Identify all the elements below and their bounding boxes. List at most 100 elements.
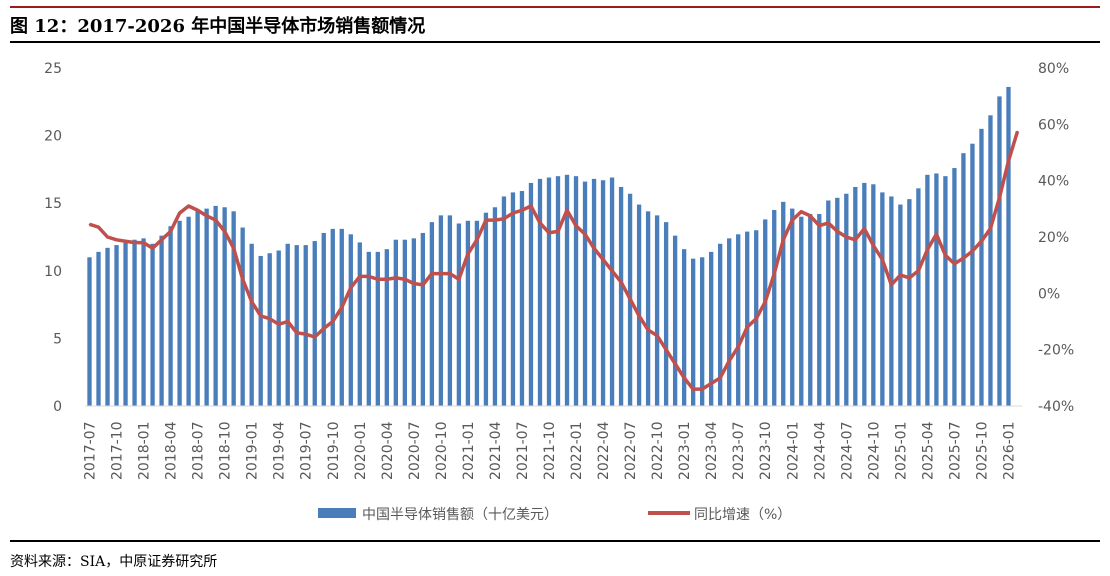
x-tick-label: 2020-07 xyxy=(407,422,423,481)
growth-point-2020-04 xyxy=(386,278,388,281)
growth-point-2021-11 xyxy=(557,230,559,233)
growth-point-2021-12 xyxy=(566,209,568,212)
growth-point-2023-11 xyxy=(773,272,776,275)
bar-2023-07 xyxy=(736,234,741,406)
growth-point-2021-07 xyxy=(521,209,523,212)
bar-2019-03 xyxy=(267,253,272,406)
growth-point-2020-01 xyxy=(358,275,361,278)
growth-point-2020-11 xyxy=(449,272,451,275)
y-axis-right: -40% -20% 0% 20% 40% 60% 80% xyxy=(1038,61,1074,415)
x-tick-label: 2023-01 xyxy=(677,422,693,481)
bar-2019-02 xyxy=(258,255,263,406)
x-tick-label: 2020-10 xyxy=(434,422,450,481)
growth-point-2024-01 xyxy=(791,219,794,221)
y-right-tick-label: -20% xyxy=(1038,343,1074,359)
growth-point-2025-05 xyxy=(935,233,938,235)
growth-point-2018-06 xyxy=(187,205,190,207)
x-tick-label: 2018-01 xyxy=(137,422,153,481)
growth-point-2024-12 xyxy=(890,284,893,286)
growth-point-2024-07 xyxy=(845,236,848,238)
y-right-tick-label: 40% xyxy=(1038,174,1069,190)
x-tick-label: 2017-10 xyxy=(110,422,126,481)
growth-point-2022-02 xyxy=(584,233,586,235)
y-left-tick-label: 15 xyxy=(44,196,62,212)
x-tick-label: 2021-10 xyxy=(542,422,558,481)
x-tick-label: 2021-04 xyxy=(488,421,504,480)
x-tick-label: 2026-01 xyxy=(1001,422,1017,481)
bar-2023-11 xyxy=(772,209,777,406)
figure-title: 图 12：2017-2026 年中国半导体市场销售额情况 xyxy=(10,16,426,37)
x-tick-label: 2021-01 xyxy=(461,421,477,480)
bar-2022-01 xyxy=(573,176,579,406)
bar-2020-05 xyxy=(393,239,398,406)
growth-point-2020-07 xyxy=(413,282,415,285)
growth-point-2019-09 xyxy=(322,327,325,330)
growth-point-2025-12 xyxy=(998,196,1001,199)
growth-point-2023-03 xyxy=(701,388,703,390)
growth-point-2025-02 xyxy=(908,277,911,279)
growth-point-2023-06 xyxy=(728,360,730,362)
legend-label-line: 同比增速（%） xyxy=(694,507,791,523)
bar-2019-12 xyxy=(348,234,353,406)
growth-point-2023-01 xyxy=(683,377,685,379)
growth-point-2019-05 xyxy=(286,320,289,323)
growth-point-2025-01 xyxy=(899,274,902,276)
bar-2026-01 xyxy=(1006,86,1011,406)
growth-point-2022-11 xyxy=(665,348,667,351)
bar-2018-02 xyxy=(150,243,155,406)
bar-2019-07 xyxy=(303,245,308,406)
bar-2025-02 xyxy=(907,199,912,406)
growth-point-2021-06 xyxy=(512,212,514,214)
bar-2017-11 xyxy=(123,242,128,406)
growth-point-2022-04 xyxy=(602,258,604,261)
bar-2019-09 xyxy=(321,232,326,406)
growth-point-2021-03 xyxy=(485,219,487,221)
legend: 中国半导体销售额（十亿美元） 同比增速（%） xyxy=(318,507,791,523)
bar-2024-01 xyxy=(790,208,795,406)
x-tick-label: 2024-04 xyxy=(812,421,828,480)
bar-2023-02 xyxy=(690,258,696,406)
bar-2019-01 xyxy=(249,243,254,406)
bar-2018-10 xyxy=(222,207,227,406)
x-tick-label: 2022-07 xyxy=(623,422,639,481)
bar-2018-04 xyxy=(168,226,173,406)
growth-point-2018-09 xyxy=(214,219,217,221)
x-axis: 2017-07 2017-10 2018-01 2018-04 2018-07 2018-… xyxy=(83,405,1022,481)
growth-point-2026-02 xyxy=(1016,130,1019,133)
x-tick-label: 2025-01 xyxy=(893,422,909,481)
growth-point-2019-12 xyxy=(349,286,352,289)
growth-point-2025-03 xyxy=(917,270,920,272)
x-tick-label: 2019-04 xyxy=(272,421,288,480)
x-tick-label: 2025-07 xyxy=(947,422,963,481)
bar-2021-12 xyxy=(564,174,570,406)
bar-2021-03 xyxy=(483,212,489,406)
growth-point-2019-07 xyxy=(304,333,307,335)
bar-2018-07 xyxy=(195,211,200,406)
x-tick-label: 2021-07 xyxy=(515,422,531,481)
x-tick-label: 2022-10 xyxy=(650,422,666,481)
growth-point-2026-01 xyxy=(1007,160,1010,162)
bar-2022-04 xyxy=(600,180,606,406)
growth-point-2020-05 xyxy=(395,277,397,279)
growth-point-2019-10 xyxy=(331,320,334,323)
x-tick-label: 2020-04 xyxy=(380,421,396,480)
growth-point-2022-01 xyxy=(575,224,577,227)
growth-point-2020-09 xyxy=(431,272,433,275)
growth-point-2020-06 xyxy=(404,278,406,281)
bar-2022-11 xyxy=(663,222,669,406)
y-right-tick-label: -40% xyxy=(1038,399,1074,415)
x-tick-label: 2017-07 xyxy=(83,422,99,481)
y-right-tick-label: 0% xyxy=(1038,286,1060,302)
growth-point-2018-07 xyxy=(196,209,199,212)
bar-2018-08 xyxy=(204,208,209,406)
growth-point-2025-06 xyxy=(944,254,947,257)
growth-point-2025-11 xyxy=(989,227,992,230)
bar-2020-09 xyxy=(429,222,435,406)
growth-point-2022-10 xyxy=(656,334,658,337)
growth-point-2019-06 xyxy=(295,331,298,334)
growth-point-2017-09 xyxy=(106,236,109,238)
bar-2019-08 xyxy=(312,241,317,406)
bar-2024-05 xyxy=(826,200,831,406)
growth-point-2022-09 xyxy=(647,329,649,331)
